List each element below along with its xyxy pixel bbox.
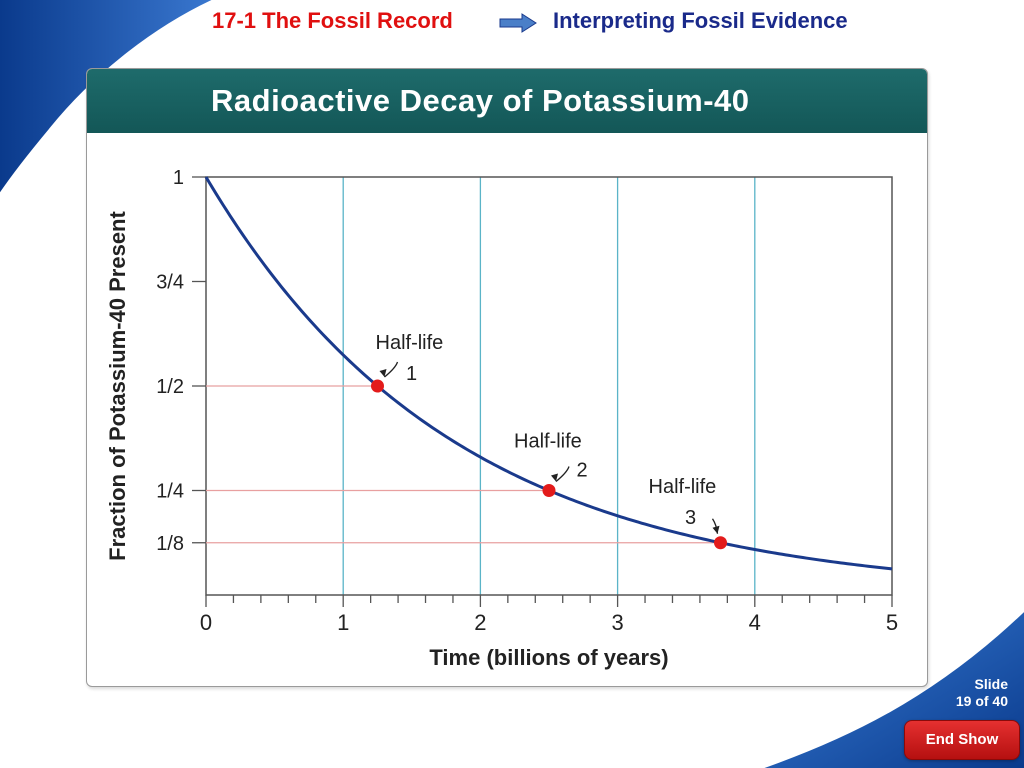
y-tick-label: 1 (173, 167, 184, 189)
half-life-number: 1 (406, 363, 417, 385)
half-life-label: Half-life (376, 332, 444, 354)
pointer-arrowhead (712, 525, 720, 534)
half-life-number: 3 (685, 507, 696, 529)
decay-curve (204, 176, 893, 571)
y-tick-label: 1/4 (156, 481, 184, 503)
pointer-arrowhead (379, 369, 387, 377)
half-life-number: 2 (576, 460, 587, 482)
panel-title-bar: Radioactive Decay of Potassium-40 (87, 69, 927, 133)
x-axis-title: Time (billions of years) (429, 645, 668, 670)
y-axis-title: Fraction of Potassium-40 Present (105, 211, 130, 561)
section-title: 17-1 The Fossil Record (212, 8, 453, 33)
slide-label: Slide (974, 676, 1008, 692)
x-tick-label: 3 (611, 610, 623, 635)
slide-counter: Slide 19 of 40 (956, 676, 1008, 710)
pointer-line (384, 361, 399, 378)
x-tick-label: 4 (749, 610, 761, 635)
slide-of: 19 of 40 (955, 693, 1008, 709)
topic-title: Interpreting Fossil Evidence (553, 8, 848, 33)
pointer-line (555, 466, 570, 483)
half-life-point (371, 379, 384, 393)
half-life-label: Half-life (514, 431, 582, 453)
right-arrow-icon (499, 13, 537, 33)
end-show-button[interactable]: End Show (904, 720, 1020, 760)
y-tick-label: 3/4 (156, 272, 184, 294)
y-tick-label: 1/2 (156, 376, 184, 398)
half-life-point (542, 484, 556, 497)
x-tick-label: 2 (474, 610, 486, 635)
x-tick-label: 5 (886, 610, 898, 635)
y-tick-label: 1/8 (156, 533, 184, 555)
half-life-label: Half-life (649, 476, 717, 498)
chart-title: Radioactive Decay of Potassium-40 (211, 83, 750, 118)
x-tick-label: 0 (200, 610, 212, 635)
x-tick-label: 1 (337, 610, 349, 635)
half-life-point (714, 536, 727, 550)
chart-panel: Radioactive Decay of Potassium-40 (86, 68, 928, 687)
pointer-arrowhead (551, 473, 558, 482)
